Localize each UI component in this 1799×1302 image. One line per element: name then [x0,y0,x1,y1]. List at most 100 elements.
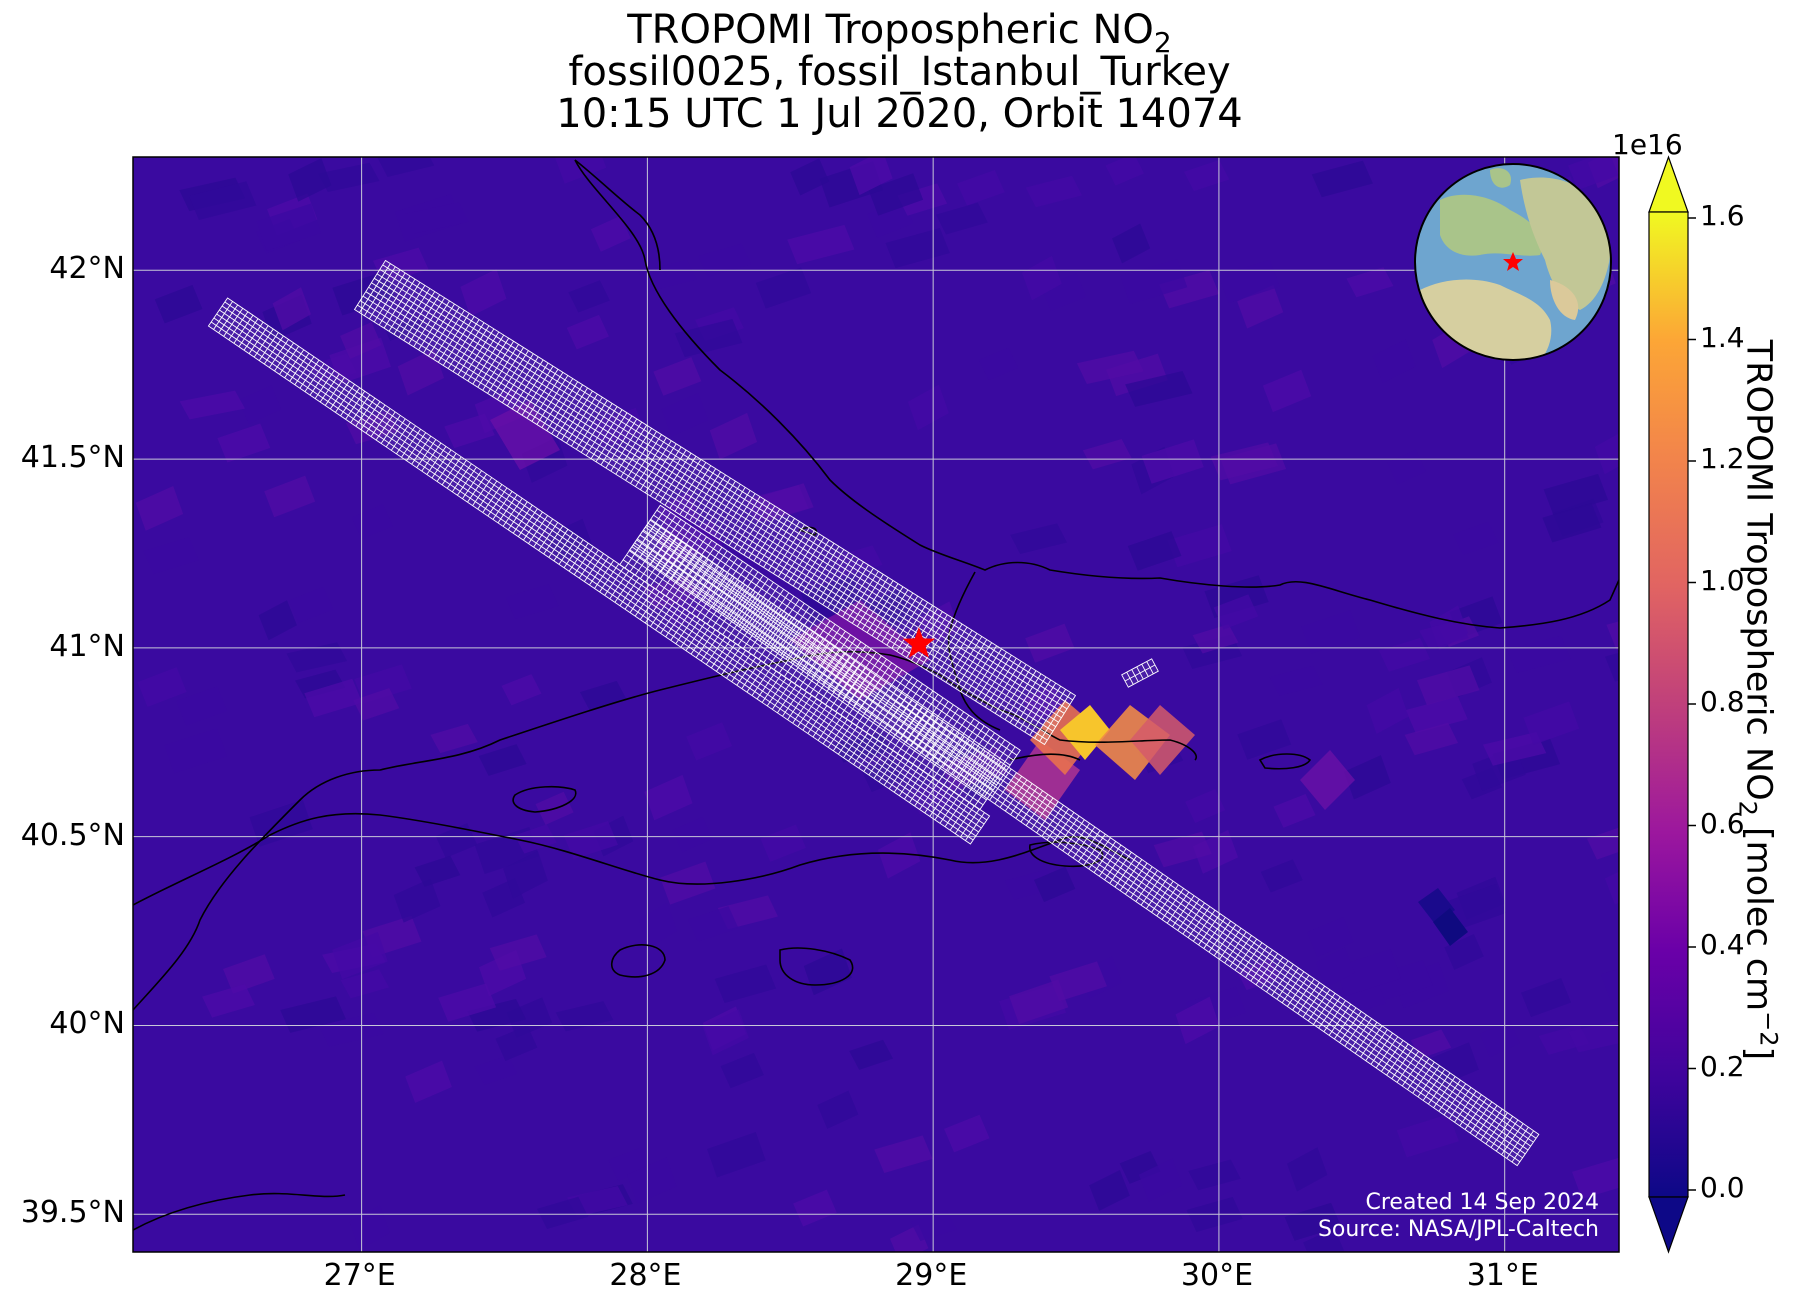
colorbar-gradient [1648,211,1689,1198]
no2-pixel [238,385,282,424]
no2-pixel [1542,502,1602,543]
no2-pixel [861,758,904,792]
no2-pixel [514,824,557,854]
no2-pixel [1183,160,1230,192]
no2-pixel [720,1052,764,1089]
no2-pixel [329,337,391,385]
latitude-tick-label: 39.5°N [20,1195,125,1231]
no2-pixel [787,224,855,265]
no2-pixel [474,1055,518,1085]
no2-pixel [940,747,1007,790]
no2-pixel [867,199,914,238]
no2-pixel [1236,958,1282,991]
no2-pixel [405,1060,452,1103]
map-panel [133,157,1619,1252]
longitude-tick-label: 31°E [1466,1258,1539,1293]
no2-pixel [1586,827,1619,860]
no2-hotspot [1060,705,1110,760]
colorbar-exponent: 1e16 [1612,128,1683,161]
no2-pixel [430,723,478,754]
no2-pixel [1153,831,1212,868]
no2-pixel [353,688,400,721]
no2-pixel [1138,1158,1183,1202]
no2-pixel [537,1196,589,1229]
no2-pixel [1034,866,1076,903]
colorbar-title-superscript: −2 [1754,1011,1783,1047]
no2-pixel [935,202,988,235]
no2-dark-pixel [1433,908,1468,946]
no2-pixel [1105,157,1145,186]
no2-pixel [164,728,228,774]
no2-pixel [258,600,297,641]
coastline-marmara-south [133,812,1131,906]
longitude-tick-label: 28°E [609,1258,682,1293]
no2-pixel [1009,979,1069,1025]
no2-pixel [1141,439,1204,484]
no2-pixel [672,816,713,853]
title-line-1: TROPOMI Tropospheric NO2 [0,8,1799,65]
swath-footprint [619,504,1021,811]
no2-pixel [566,314,609,350]
colorbar-title-subscript: 2 [1733,800,1762,816]
tropomi-footprint-grids [207,259,1540,1167]
no2-pixel [1600,968,1619,1001]
latitude-tick-label: 41.5°N [20,440,125,476]
no2-pixel [910,1210,957,1242]
no2-pixel [317,162,380,192]
no2-pixel [1269,665,1323,696]
no2-pixel [547,518,593,562]
no2-pixel [702,1009,749,1056]
no2-pixel [1594,433,1619,475]
no2-pixel [1315,947,1355,989]
no2-pixel [1284,1202,1342,1241]
no2-pixel [1112,223,1151,264]
no2-pixel [1311,160,1373,198]
no2-pixel [1444,933,1484,970]
title-subscript: 2 [1153,26,1172,59]
no2-pixel [179,390,246,420]
coastline-bosphorus [947,571,1001,731]
no2-pixel [608,1146,652,1182]
colorbar-tick-label: 1.2 [1700,442,1745,475]
globe-inset [1414,163,1612,361]
latitude-tick-label: 41°N [49,628,125,664]
no2-hotspot [490,400,560,470]
no2-pixel [286,642,348,673]
colorbar-ticks [1688,217,1696,1191]
no2-pixel [1568,1020,1619,1053]
no2-pixel [849,1039,893,1070]
no2-pixel [944,1114,990,1153]
colorbar-title-suffix: [molec cm [1738,815,1779,1012]
no2-pixel [349,1205,390,1250]
no2-pixel [137,667,187,708]
globe-arabia [1550,280,1579,320]
no2-pixel [1175,996,1220,1045]
no2-pixel [877,832,921,879]
no2-pixel [1237,719,1292,760]
no2-pixel [1479,1019,1520,1058]
no2-pixel [1568,157,1619,191]
no2-pixel [674,318,743,358]
no2-pixel [318,1012,384,1047]
coastlines [133,159,1619,1231]
no2-pixel [1273,793,1316,828]
no2-pixel [1616,171,1619,177]
no2-pixel [414,855,461,887]
no2-pixel [590,215,631,252]
no2-pixel [1606,621,1619,650]
no2-pixel [1119,1151,1161,1184]
no2-pixel [460,268,507,317]
no2-pixel [202,984,255,1018]
no2-pixel [638,902,678,949]
no2-pixel [404,202,470,234]
no2-pixel [755,483,814,522]
coastline-black-sea [574,159,1619,629]
no2-pixel [1106,353,1168,397]
target-star-marker [902,627,935,658]
no2-pixel [978,347,1019,381]
no2-pixel [885,227,950,269]
no2-pixel [1159,270,1220,309]
no2-pixel [154,284,203,324]
no2-pixel [1185,789,1226,824]
